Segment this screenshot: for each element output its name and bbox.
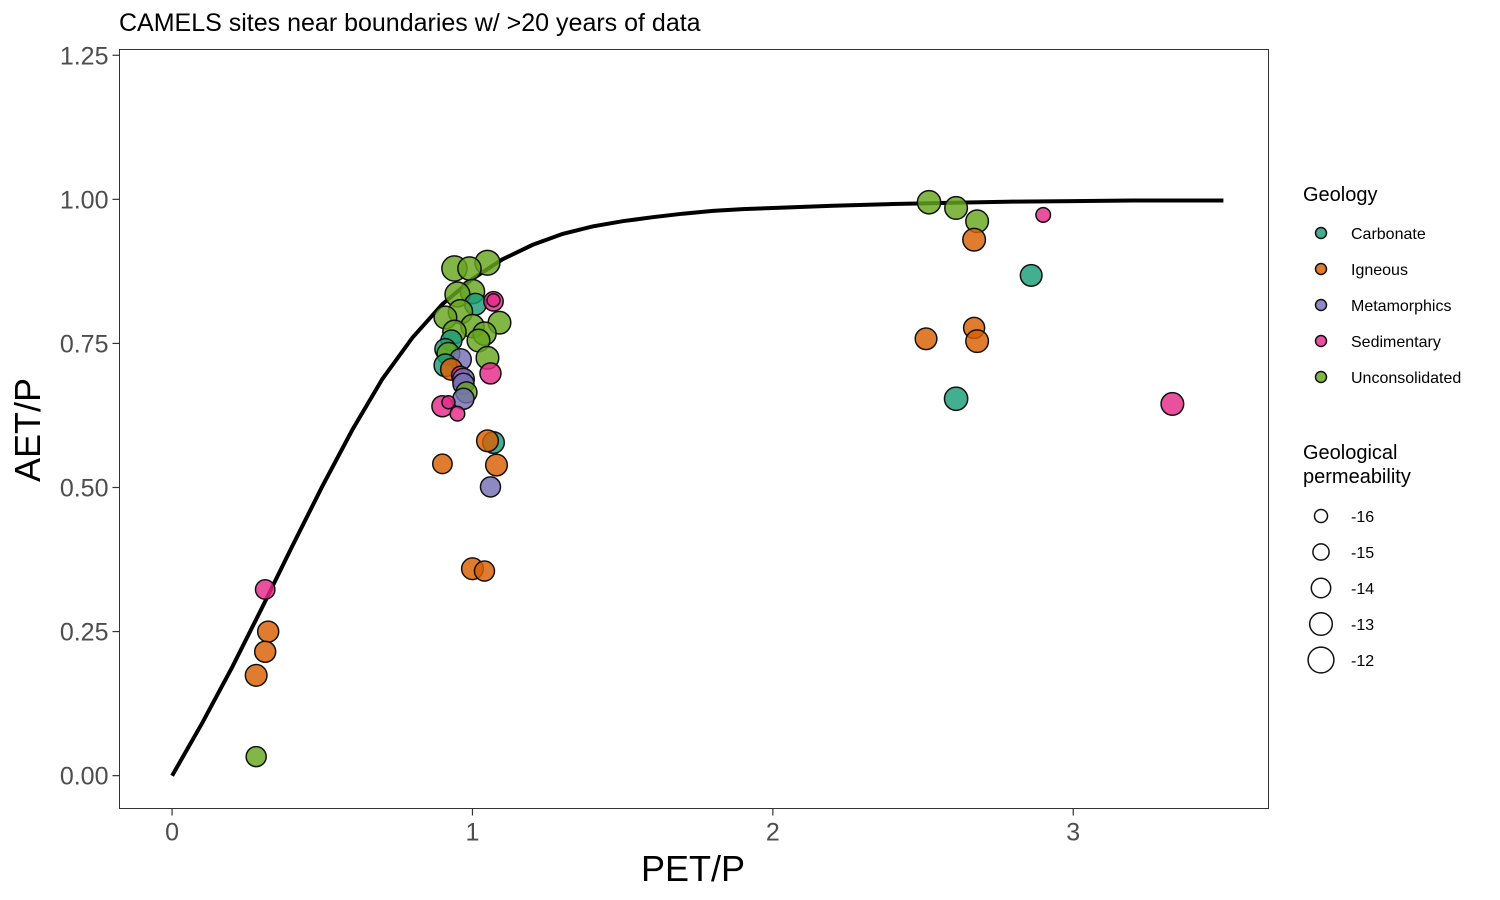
y-tick-label: 0.75 <box>60 330 109 358</box>
geology-legend-key <box>1314 298 1328 312</box>
permeability-legend-label: -13 <box>1351 617 1374 634</box>
geology-legend-label: Igneous <box>1351 262 1408 279</box>
x-tick-label: 1 <box>466 819 480 847</box>
data-point <box>965 329 990 354</box>
plot-content <box>170 189 1224 777</box>
data-point <box>254 579 276 600</box>
x-tick-label: 3 <box>1066 819 1080 847</box>
x-axis: 0 1 2 3 <box>165 808 1080 847</box>
permeability-legend-key <box>1310 577 1332 599</box>
data-point <box>944 195 969 221</box>
permeability-legend-key <box>1313 508 1329 524</box>
permeability-legend-title-line-1: Geological <box>1303 442 1398 464</box>
data-point <box>473 560 496 582</box>
data-point <box>449 405 466 422</box>
geology-legend-key <box>1314 370 1328 384</box>
x-tick-label: 2 <box>766 819 780 847</box>
data-point <box>479 362 502 385</box>
permeability-legend: Geological permeability -16 -15 -14 -13 -12 <box>1303 442 1411 674</box>
x-tick-label: 0 <box>165 819 179 847</box>
geology-legend-label: Carbonate <box>1351 226 1426 243</box>
permeability-legend-key <box>1307 646 1335 674</box>
y-tick-label: 1.00 <box>60 186 109 214</box>
permeability-legend-key <box>1308 611 1334 637</box>
data-point <box>441 394 456 410</box>
permeability-legend-label: -16 <box>1351 509 1374 526</box>
data-point <box>1035 206 1052 223</box>
data-point <box>1019 263 1043 287</box>
geology-legend-key <box>1314 262 1328 276</box>
y-tick-label: 1.25 <box>60 42 109 70</box>
y-tick-label: 0.50 <box>60 474 109 502</box>
data-point <box>1160 391 1185 416</box>
permeability-legend-label: -15 <box>1351 545 1374 562</box>
permeability-legend-label: -12 <box>1351 653 1374 670</box>
data-point <box>256 620 280 643</box>
data-point <box>943 386 969 412</box>
data-point <box>253 640 277 663</box>
geology-legend-key <box>1314 334 1328 348</box>
permeability-legend-key <box>1312 543 1330 561</box>
y-axis-title: AET/P <box>7 378 48 482</box>
permeability-legend-title-line-2: permeability <box>1303 466 1411 488</box>
data-point <box>245 745 267 768</box>
geology-legend-label: Metamorphics <box>1351 298 1451 315</box>
geology-legend: Geology Carbonate Igneous Metamorphics Sedi… <box>1303 184 1461 387</box>
y-tick-label: 0.25 <box>60 619 109 647</box>
plot-panel <box>119 49 1269 809</box>
y-axis: 0.00 0.25 0.50 0.75 1.00 1.25 <box>60 42 120 791</box>
data-point <box>479 476 502 498</box>
data-point <box>484 453 509 477</box>
data-point <box>431 453 453 475</box>
geology-legend-title: Geology <box>1303 184 1378 206</box>
permeability-legend-label: -14 <box>1351 581 1374 598</box>
y-tick-label: 0.00 <box>60 763 109 791</box>
geology-legend-label: Unconsolidated <box>1351 370 1461 387</box>
data-point <box>916 189 942 215</box>
geology-legend-key <box>1314 226 1328 240</box>
data-point <box>475 429 500 453</box>
geology-legend-label: Sedimentary <box>1351 334 1441 351</box>
data-point <box>457 256 482 281</box>
x-axis-title: PET/P <box>641 848 745 889</box>
data-point <box>244 663 268 687</box>
data-point <box>962 227 987 252</box>
data-point <box>914 327 938 351</box>
data-point <box>486 292 501 308</box>
chart-title: CAMELS sites near boundaries w/ >20 year… <box>119 9 701 37</box>
